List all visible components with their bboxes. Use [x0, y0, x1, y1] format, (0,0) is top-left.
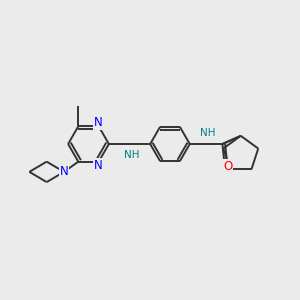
- Text: N: N: [94, 116, 103, 129]
- Text: NH: NH: [200, 128, 216, 138]
- Text: N: N: [60, 165, 68, 178]
- Text: N: N: [94, 159, 103, 172]
- Text: NH: NH: [124, 150, 139, 160]
- Text: O: O: [223, 160, 232, 173]
